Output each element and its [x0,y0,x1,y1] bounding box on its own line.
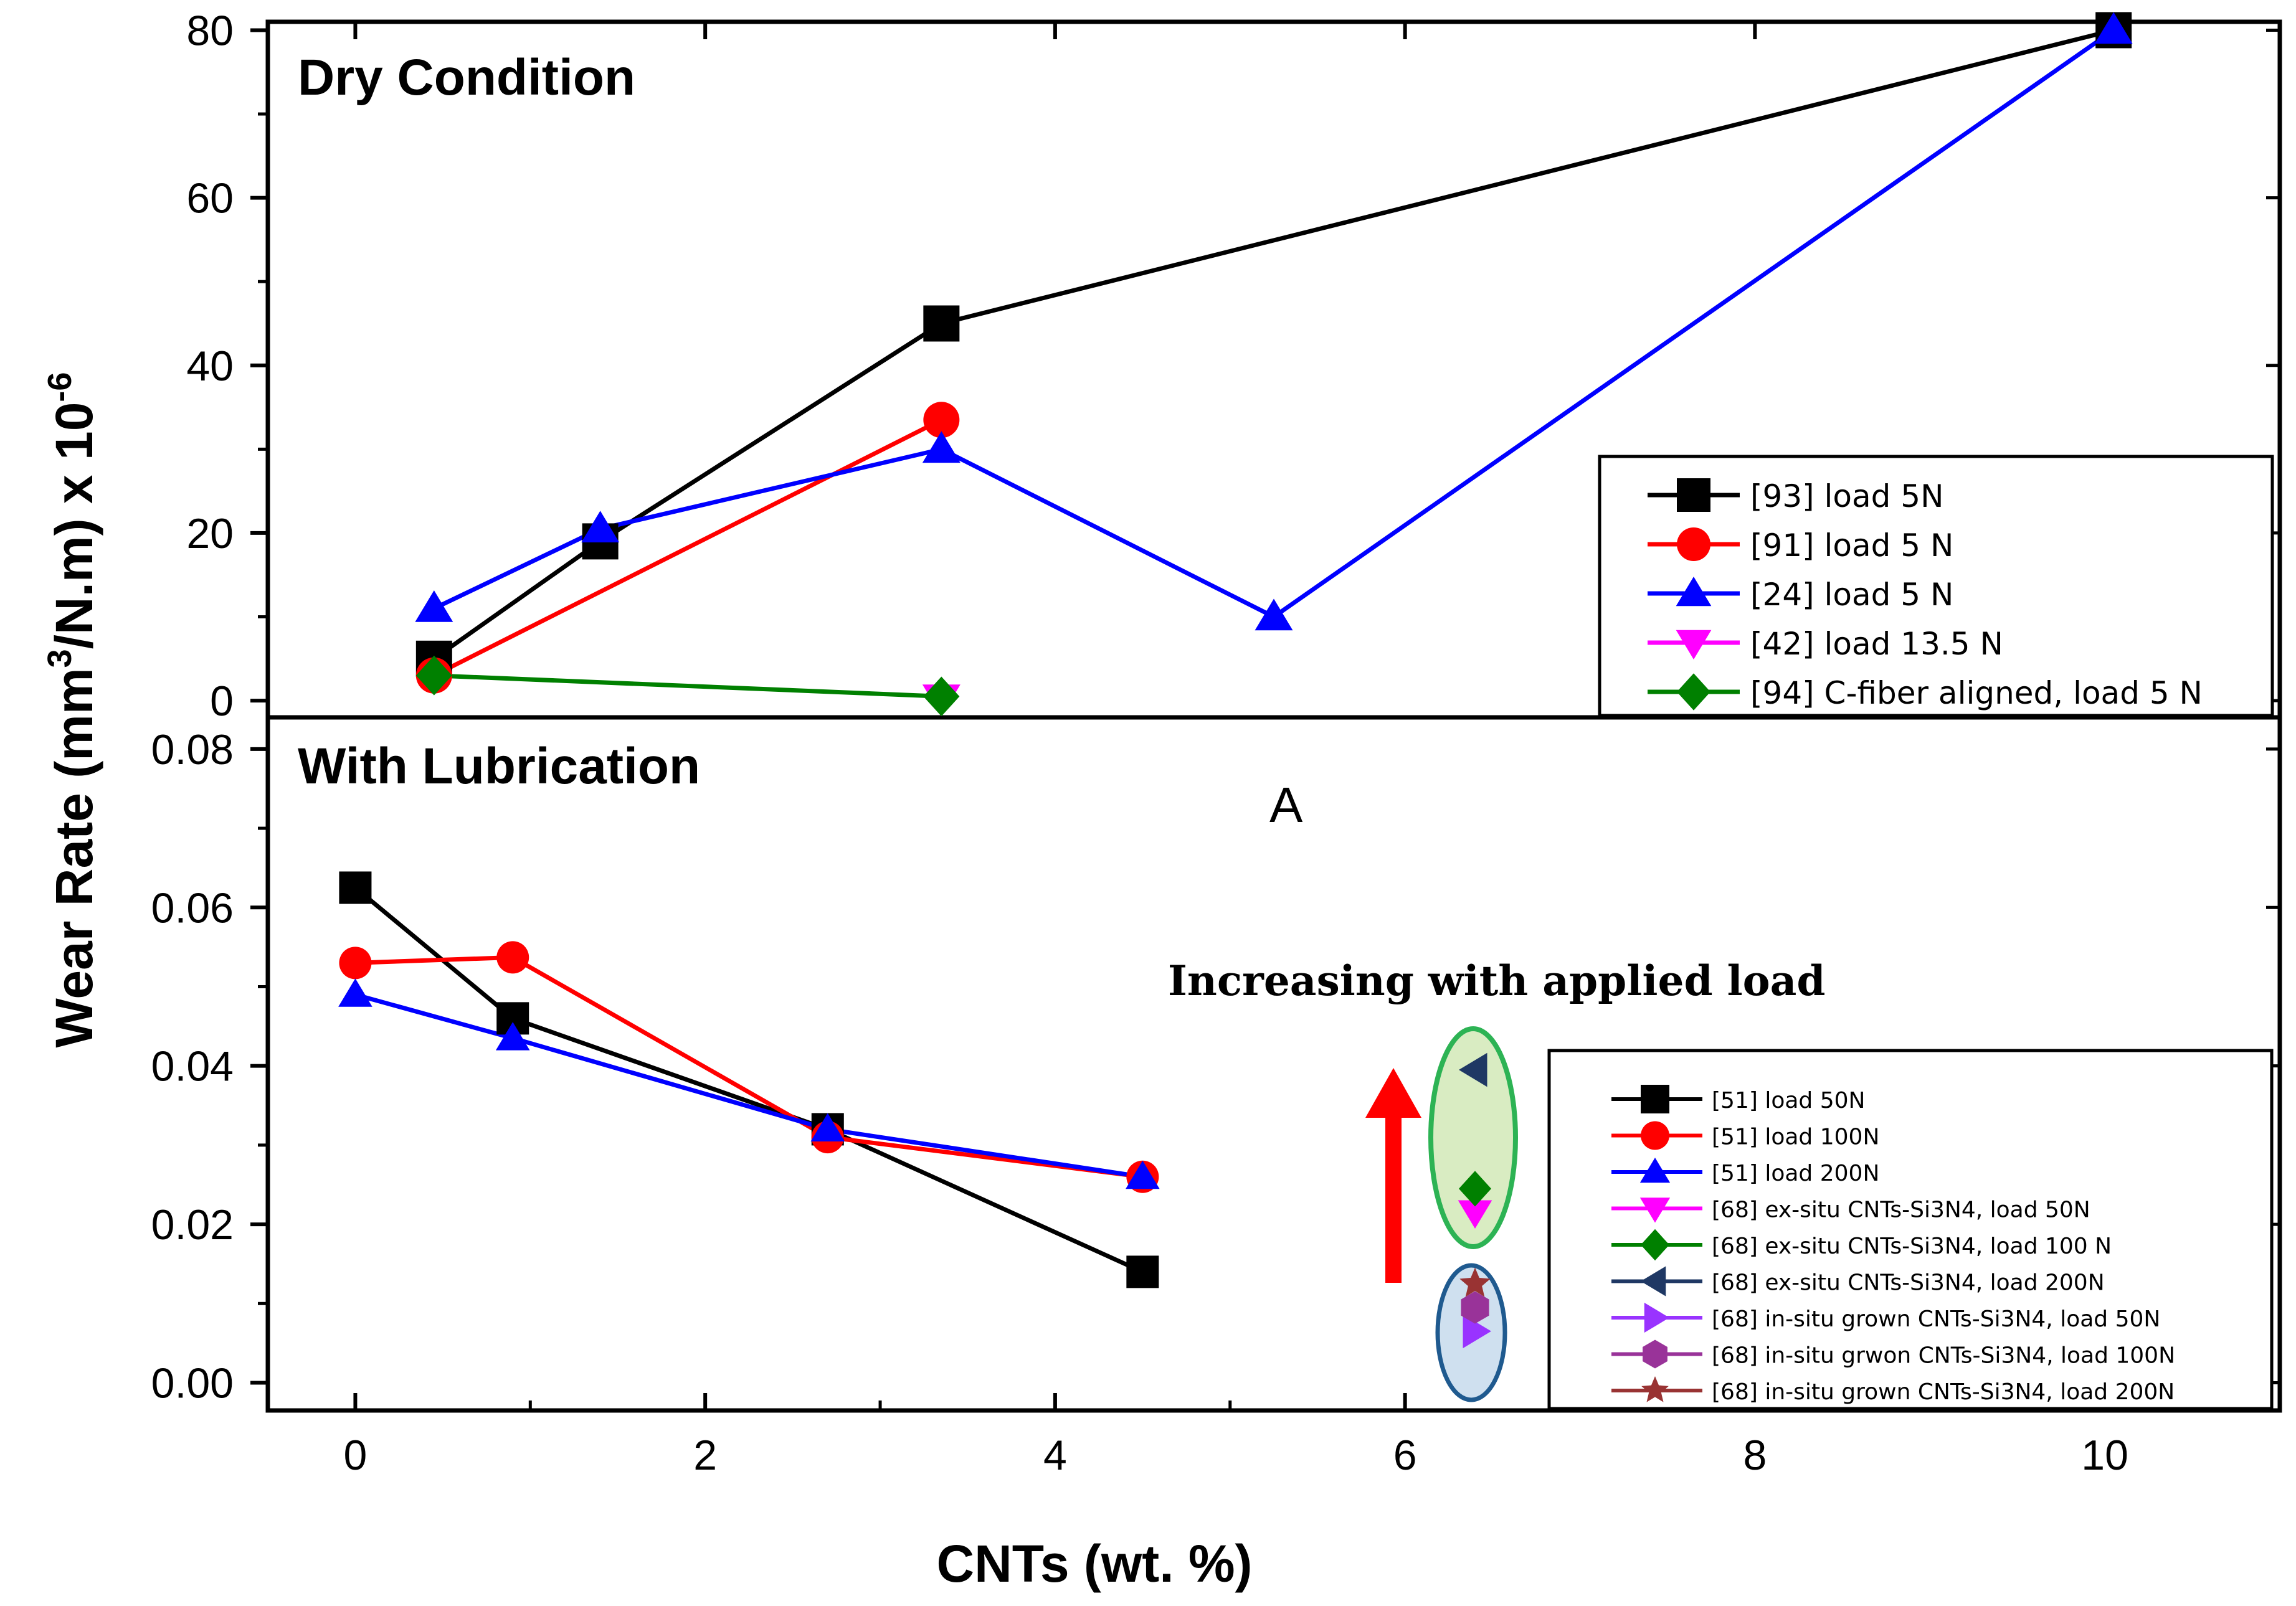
data-point [1459,1052,1487,1087]
series-line [354,886,1144,1274]
x-tick-label: 6 [1393,1432,1417,1479]
data-point [415,590,453,622]
data-point [339,947,372,980]
series-line [434,673,942,699]
legend-label: [68] in-situ grown CNTs-Si3N4, load 50N [1712,1306,2160,1332]
legend-label: [51] load 100N [1712,1125,1879,1150]
y-tick-label: 0 [210,678,234,725]
legend-label: [68] in-situ grwon CNTs-Si3N4, load 100N [1712,1343,2175,1369]
series-line [433,418,942,678]
data-point [581,511,620,542]
legend-label: [68] ex-situ CNTs-Si3N4, load 200N [1712,1270,2105,1296]
data-point [1459,1171,1491,1207]
legend-label: [94] C-fiber aligned, load 5 N [1750,675,2203,711]
lubrication-legend-box [1547,1049,2274,1410]
legend-marker [1639,1197,1671,1223]
series-line [354,992,1143,1179]
y-tick-label: 20 [186,510,234,557]
data-point [1459,1267,1491,1297]
marker-label-a: A [1269,777,1303,833]
increasing-load-note: Increasing with applied load [1168,957,1826,1005]
y-tick-label: 80 [186,7,234,54]
ex-situ-highlight-ellipse [1428,1026,1518,1249]
legend-marker [1644,1302,1669,1333]
y-tick-label: 60 [186,175,234,222]
data-point [1461,1291,1489,1324]
legend-marker [1641,1266,1666,1297]
legend-marker [1641,1376,1669,1402]
legend-marker [1676,630,1712,659]
lubrication-panel-title: With Lubrication [298,738,700,795]
legend-label: [91] load 5 N [1750,527,1953,564]
series-line [432,28,2115,661]
data-point [923,402,960,438]
legend-marker [1639,1158,1671,1183]
data-point [2094,12,2133,44]
y-tick-label: 0.08 [151,726,234,773]
y-tick-label: 0.06 [151,884,234,932]
dry-legend-box [1598,455,2274,717]
data-point [496,941,529,974]
legend-marker [1641,1121,1669,1150]
increase-arrow-head [1365,1068,1421,1118]
x-tick-label: 10 [2081,1432,2128,1479]
data-point [1463,1314,1491,1349]
legend-label: [93] load 5N [1750,478,1944,514]
legend-label: [51] load 50N [1712,1088,1865,1113]
data-point [495,1022,530,1051]
x-tick-label: 2 [693,1432,717,1479]
legend-marker [1677,478,1710,512]
y-tick-label: 0.04 [151,1043,234,1090]
legend-marker [1643,1339,1667,1369]
data-point [1458,1200,1492,1229]
legend-label: [68] in-situ grown CNTs-Si3N4, load 200N [1712,1379,2175,1405]
y-tick-label: 40 [186,342,234,390]
legend-label: [68] ex-situ CNTs-Si3N4, load 100 N [1712,1234,2112,1259]
data-point [1126,1255,1159,1288]
data-point [923,676,960,717]
x-tick-label: 0 [344,1432,368,1479]
y-axis-title: Wear Rate (mm3/N.m) x 10-6 [41,372,103,1048]
data-point [339,871,372,904]
legend-label: [68] ex-situ CNTs-Si3N4, load 50N [1712,1197,2090,1223]
legend-marker [1641,1085,1669,1113]
x-axis-title: CNTs (wt. %) [936,1534,1252,1593]
data-point [1255,598,1293,631]
legend-marker [1677,527,1710,561]
data-point [1126,1160,1160,1189]
y-tick-label: 0.02 [151,1201,234,1249]
x-tick-label: 4 [1043,1432,1067,1479]
legend-marker [1641,1229,1669,1261]
data-point [923,305,960,342]
x-tick-label: 8 [1743,1432,1767,1479]
dry-panel-title: Dry Condition [298,49,635,106]
legend-marker [1677,673,1710,711]
legend-label: [42] load 13.5 N [1750,626,2003,662]
legend-marker [1676,577,1712,607]
data-point [415,655,452,696]
y-tick-label: 0.00 [151,1359,234,1407]
data-point [338,978,372,1007]
legend-label: [51] load 200N [1712,1161,1879,1186]
series-line [355,955,1143,1179]
data-point [810,1113,845,1141]
data-point [922,431,961,463]
legend-label: [24] load 5 N [1750,577,1953,613]
